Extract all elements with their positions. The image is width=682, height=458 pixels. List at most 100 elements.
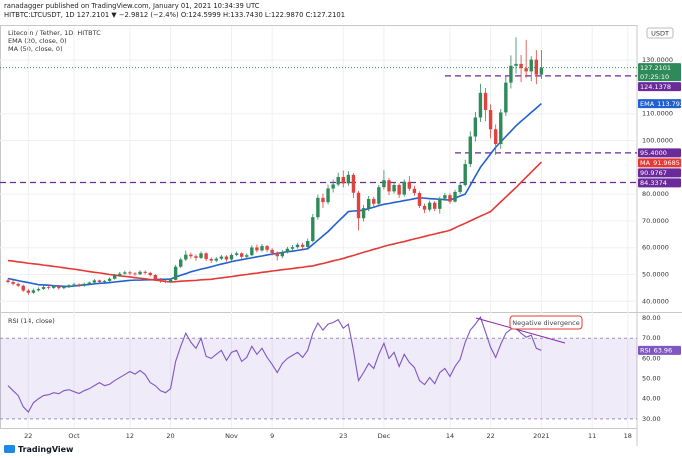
candle-body [351,174,356,193]
candle-body [478,92,483,118]
brand-logo [4,445,15,453]
y-tick-label: 70.0000 [642,217,669,225]
x-tick-label: 11 [588,432,596,440]
y-tick-label: 100.0000 [642,137,673,145]
price-label-box [638,178,681,188]
candle-body [57,286,61,289]
candle-body [453,191,457,202]
candle-body [336,176,340,185]
candle-body [306,241,310,247]
candle-body [524,68,528,72]
candle-body [321,197,325,203]
candle-body [407,181,412,189]
candle-body [92,280,97,283]
candle-body [417,193,422,206]
price-label-part: 84.3374 [640,179,667,187]
candle-body [46,287,51,288]
candle-body [280,251,285,257]
candle-body [67,285,71,287]
price-label-part: 07:25:10 [640,73,669,81]
price-label-box [638,148,681,158]
price-label: 124.1378 [640,83,671,91]
rsi-tick-label: 80.00 [642,314,661,322]
candle-body [239,253,244,257]
price-label-box [638,63,681,82]
candle-body [509,65,513,83]
candle-body [31,290,36,293]
candle-body [382,180,386,188]
x-tick-label: 18 [624,432,632,440]
candle-body [275,253,279,257]
candle-body [392,185,396,192]
price-label-box [638,168,681,178]
candle-body [82,283,86,286]
price-label-box [638,345,681,355]
candle-body [184,254,188,260]
candle-body [41,287,46,289]
annotation-text: Negative divergence [512,319,579,327]
candle-body [300,244,305,247]
candle-body [534,59,539,75]
price-label-box [638,82,681,92]
candle-body [265,246,269,250]
price-label: 84.3374 [640,179,667,187]
candle-body [529,59,533,72]
price-label-part: EMA [640,100,655,108]
price-label-part: MA [640,159,651,167]
candle-body [204,253,208,259]
candle-body [102,280,107,282]
annotation-box [509,315,583,330]
candle-body [229,254,234,260]
x-tick-label: Nov [225,432,238,440]
x-tick-label: 2021 [533,432,550,440]
candle-body [224,256,229,260]
candle-body [326,188,330,203]
candle-body [270,249,274,254]
price-label-part: 63.96 [654,347,673,355]
y-tick-label: 50.0000 [642,270,669,278]
candle-body [361,208,366,219]
candle-body [504,82,508,113]
x-tick-label: 20 [166,432,174,440]
x-tick-label: 22 [486,432,494,440]
ma-line [7,161,542,283]
candle-body [331,184,335,189]
y-tick-label: 110.0000 [642,110,673,118]
candle-body [173,266,178,280]
x-tick-label: 12 [126,432,134,440]
candle-body [245,255,249,257]
candle-body [427,202,432,210]
price-label: 127.2101 [640,64,671,72]
candle-body [463,164,467,186]
x-tick-label: 23 [339,432,347,440]
candle-body [387,180,391,192]
rsi-line [7,315,542,413]
x-tick-label: 9 [270,432,274,440]
price-label: RSI 63.96 [640,347,672,355]
candle-body [133,273,137,275]
chart-title: Litecoin / Tether, 1D, HITBTC [8,29,101,37]
candle-body [128,272,132,274]
price-label-part: 127.2101 [640,64,671,72]
candle-body [97,280,102,282]
candle-body [107,278,112,281]
candle-body [163,280,168,282]
candle-body [209,258,213,261]
candle-body [316,197,320,218]
candle-body [433,202,437,209]
candle-body [290,247,295,249]
candle-body [499,112,503,145]
x-tick-label: Dec [378,432,391,440]
y-tick-label: 130.0000 [642,56,673,64]
symbol-line: HITBTC:LTCUSDT, 1D 127.2101 ▼ −2.9812 (−… [4,11,345,19]
rsi-tick-label: 40.00 [642,395,661,403]
candle-body [346,174,351,184]
candle-body [189,254,193,257]
candle-body [36,288,41,291]
candle-body [448,195,452,202]
brand-name: TradingView [18,445,74,454]
candle-body [21,285,25,291]
candle-body [255,247,259,251]
candle-body [402,181,406,195]
